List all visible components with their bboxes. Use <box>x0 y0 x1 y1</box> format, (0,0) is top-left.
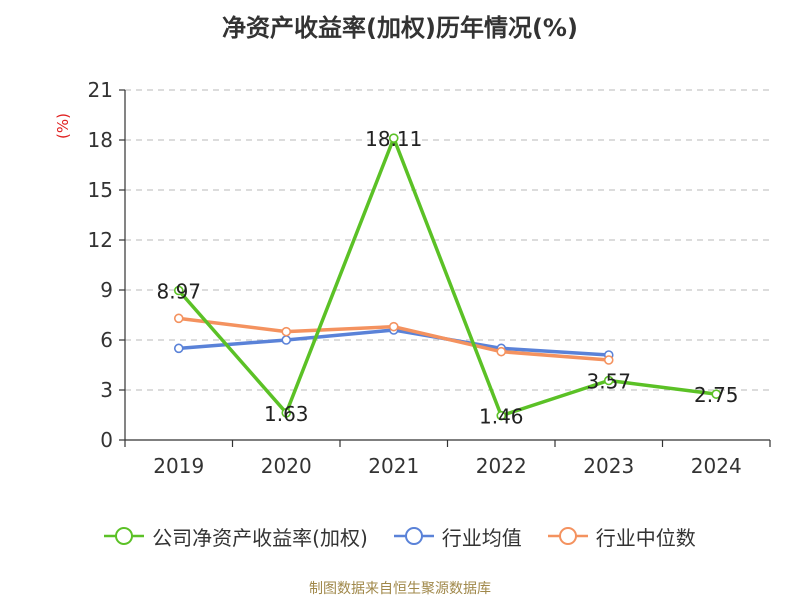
x-tick-label: 2024 <box>691 454 742 478</box>
data-label: 1.46 <box>479 405 524 429</box>
legend-item-2[interactable]: 行业中位数 <box>547 522 696 551</box>
data-point <box>603 375 614 386</box>
legend-label: 公司净资产收益率(加权) <box>152 525 368 550</box>
x-tick-label: 2019 <box>153 454 204 478</box>
data-label: 18.11 <box>365 127 422 151</box>
x-tick-label: 2023 <box>583 454 634 478</box>
y-tick-label: 12 <box>88 228 113 252</box>
source-footer: 制图数据来自恒生聚源数据库 <box>309 581 491 597</box>
series-2 <box>173 313 614 365</box>
y-tick-label: 3 <box>100 378 113 402</box>
y-tick-label: 21 <box>88 78 113 102</box>
data-label: 3.57 <box>586 370 631 394</box>
data-label: 8.97 <box>156 280 201 304</box>
series-group <box>173 133 722 421</box>
y-axis: 0 3 6 9 12 15 18 21 <box>88 78 126 452</box>
data-label: 2.75 <box>694 383 739 407</box>
chart-title: 净资产收益率(加权)历年情况(%) <box>222 14 578 42</box>
x-tick-label: 2020 <box>261 454 312 478</box>
data-label: 1.63 <box>264 402 309 426</box>
series-0 <box>173 133 722 421</box>
series-line <box>177 136 717 418</box>
y-tick-label: 15 <box>88 178 113 202</box>
legend: 公司净资产收益率(加权) 行业均值 行业中位数 <box>0 520 800 552</box>
legend-swatch <box>104 527 145 545</box>
legend-label: 行业中位数 <box>595 525 696 550</box>
legend-item-0[interactable]: 公司净资产收益率(加权) <box>104 522 368 551</box>
data-point <box>711 389 722 399</box>
data-point <box>173 313 184 324</box>
data-point <box>173 343 184 354</box>
legend-swatch <box>547 527 588 545</box>
data-point <box>496 410 507 421</box>
y-axis-label: (%) <box>54 113 72 139</box>
x-tick-label: 2022 <box>476 454 527 478</box>
y-tick-label: 18 <box>88 128 113 152</box>
y-tick-label: 9 <box>100 278 113 302</box>
y-tick-label: 0 <box>100 428 113 452</box>
data-point <box>603 355 614 365</box>
data-point <box>388 133 399 143</box>
data-point <box>173 285 184 296</box>
y-tick-label: 6 <box>100 328 113 352</box>
data-point <box>388 321 399 332</box>
data-labels: 8.97 1.63 18.11 1.46 3.57 2.75 <box>156 127 739 429</box>
data-point <box>281 335 292 345</box>
legend-item-1[interactable]: 行业均值 <box>393 522 522 551</box>
x-axis: 2019 2020 2021 2022 2023 2024 <box>124 439 771 478</box>
legend-swatch <box>393 527 434 545</box>
data-point <box>281 408 292 418</box>
data-point <box>281 326 292 337</box>
legend-label: 行业均值 <box>441 525 522 550</box>
x-tick-label: 2021 <box>368 454 419 478</box>
data-point <box>496 346 507 357</box>
